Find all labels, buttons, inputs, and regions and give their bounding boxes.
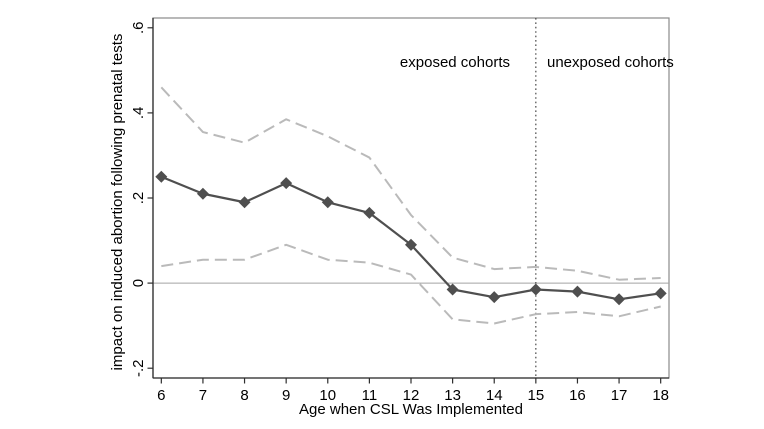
y-tick-label: .6	[130, 22, 147, 35]
y-tick-label: -.2	[130, 359, 147, 377]
point-estimate-marker	[155, 170, 168, 183]
x-tick-label: 12	[403, 387, 420, 404]
x-tick-label: 11	[362, 387, 378, 404]
point-estimate-marker	[404, 238, 418, 251]
x-tick-label: 16	[569, 387, 586, 404]
point-estimate-marker	[654, 287, 667, 300]
x-tick-label: 7	[199, 387, 207, 404]
x-tick-label: 10	[319, 387, 336, 404]
point-estimate-marker	[446, 283, 459, 296]
point-estimate-marker	[613, 293, 626, 306]
point-estimate-line	[160, 175, 661, 301]
point-estimate-marker	[571, 285, 584, 298]
x-tick-label: 14	[486, 387, 503, 404]
point-estimate-marker	[488, 291, 501, 304]
x-tick-label: 6	[157, 387, 165, 404]
plot-border	[152, 17, 670, 379]
x-axis-title: Age when CSL Was Implemented	[299, 401, 523, 418]
x-tick-label: 9	[282, 387, 290, 404]
y-axis-title: impact on induced abortion following pre…	[109, 34, 126, 371]
y-tick-label: 0	[130, 279, 147, 287]
point-estimate-marker	[529, 283, 542, 296]
point-estimate-marker	[238, 196, 251, 209]
point-estimate-marker	[363, 206, 376, 219]
y-tick-label: .4	[130, 107, 147, 120]
lower-confidence-bound-line	[161, 243, 661, 325]
point-estimate-marker	[196, 187, 209, 200]
point-estimate-marker	[321, 196, 334, 209]
x-tick-label: 17	[611, 387, 628, 404]
plot-area: 6 7 8 9 10 11 12 13 14 15 16 17 18 .6 .4 .2 0 -.2	[130, 17, 670, 404]
upper-confidence-bound-line	[160, 86, 661, 281]
y-tick-label: .2	[130, 192, 147, 205]
x-tick-label: 13	[444, 387, 461, 404]
x-tick-label: 15	[527, 387, 544, 404]
x-tick-label: 8	[240, 387, 248, 404]
x-tick-label: 18	[652, 387, 669, 404]
point-estimate-marker	[280, 177, 293, 190]
annotation-unexposed-cohorts: unexposed cohorts	[547, 54, 674, 71]
annotation-exposed-cohorts: exposed cohorts	[400, 54, 510, 71]
